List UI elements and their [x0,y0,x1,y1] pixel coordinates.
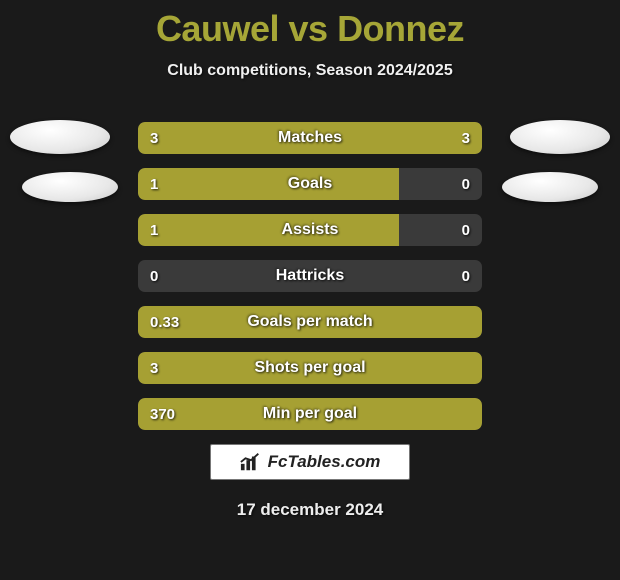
stat-value-left: 0.33 [150,306,179,338]
player-right-avatar [510,120,610,154]
stat-row: 370Min per goal [138,398,482,430]
bar-fill-left [138,122,310,154]
bar-fill-left [138,214,399,246]
vs-separator: vs [289,8,328,49]
date-text: 17 december 2024 [0,500,620,520]
player-right-name: Donnez [337,8,464,49]
player-right-club-avatar [502,172,598,202]
stat-row: 3Shots per goal [138,352,482,384]
stat-value-right: 0 [462,260,470,292]
stat-row: 33Matches [138,122,482,154]
bar-fill-right [310,122,482,154]
stat-value-left: 1 [150,214,158,246]
bar-fill [138,306,482,338]
bar-fill [138,398,482,430]
comparison-title: Cauwel vs Donnez [0,0,620,50]
stat-value-right: 3 [462,122,470,154]
stat-value-right: 0 [462,168,470,200]
stat-row: 0.33Goals per match [138,306,482,338]
player-left-club-avatar [22,172,118,202]
stat-value-right: 0 [462,214,470,246]
stat-value-left: 3 [150,122,158,154]
chart-icon [240,452,262,472]
stat-row: 10Goals [138,168,482,200]
stat-value-left: 3 [150,352,158,384]
stat-row: 10Assists [138,214,482,246]
player-left-name: Cauwel [156,8,279,49]
stat-value-left: 1 [150,168,158,200]
stat-value-left: 0 [150,260,158,292]
source-badge: FcTables.com [210,444,410,480]
player-left-avatar [10,120,110,154]
subtitle: Club competitions, Season 2024/2025 [0,62,620,80]
stat-label: Hattricks [138,260,482,292]
stat-bars: 33Matches10Goals10Assists00Hattricks0.33… [138,122,482,444]
bar-fill [138,352,482,384]
stat-row: 0 0Hattricks [138,260,482,292]
bar-fill-left [138,168,399,200]
source-badge-text: FcTables.com [268,452,381,472]
stat-value-left: 370 [150,398,175,430]
